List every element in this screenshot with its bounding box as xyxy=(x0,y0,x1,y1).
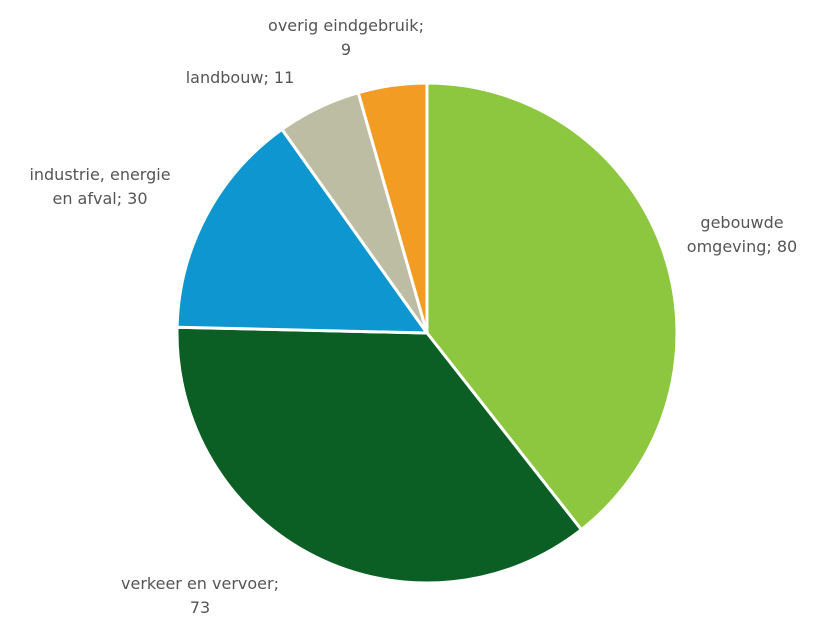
data-label-verkeer-en-vervoer: verkeer en vervoer; 73 xyxy=(121,574,279,617)
data-label-line: landbouw; 11 xyxy=(186,68,295,87)
pie-slice-industrie-energie-en-afval xyxy=(175,127,429,335)
data-label-line: omgeving; 80 xyxy=(687,237,797,256)
data-label-line: verkeer en vervoer; xyxy=(121,574,279,593)
data-label-line: en afval; 30 xyxy=(52,189,147,208)
data-label-line: industrie, energie xyxy=(29,165,170,184)
data-label-overig-eindgebruik: overig eindgebruik; 9 xyxy=(268,16,424,59)
data-label-line: overig eindgebruik; xyxy=(268,16,424,35)
pie-slices xyxy=(175,81,679,585)
pie-slice-gebouwde-omgeving xyxy=(425,81,679,532)
pie-slice-overig-eindgebruik xyxy=(356,81,429,335)
data-label-gebouwde-omgeving: gebouwde omgeving; 80 xyxy=(687,213,797,256)
data-label-line: 9 xyxy=(341,40,351,59)
data-label-industrie-energie-en-afval: industrie, energie en afval; 30 xyxy=(29,165,170,208)
data-label-landbouw: landbouw; 11 xyxy=(186,68,295,87)
pie-slice-verkeer-en-vervoer xyxy=(175,325,583,585)
pie-data-labels: gebouwde omgeving; 80 verkeer en vervoer; 7… xyxy=(29,16,797,617)
data-label-line: 73 xyxy=(190,598,210,617)
data-label-line: gebouwde xyxy=(700,213,783,232)
